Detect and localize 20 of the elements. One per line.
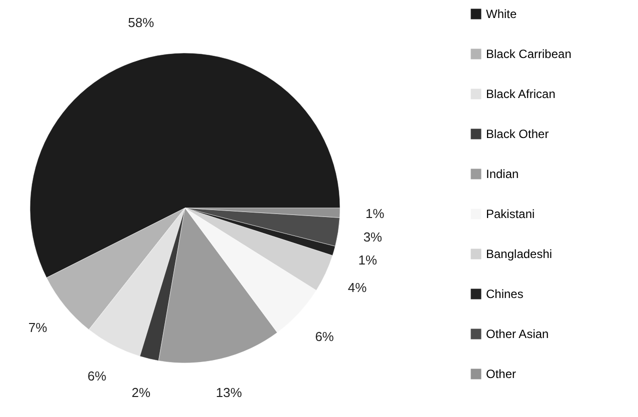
legend-label: Other xyxy=(486,367,516,381)
legend-label: Chines xyxy=(486,287,524,301)
data-label: 4% xyxy=(348,280,368,296)
legend-label: Other Asian xyxy=(486,327,549,341)
data-label: 1% xyxy=(366,206,385,221)
data-label: 6% xyxy=(315,329,334,344)
data-label: 2% xyxy=(132,384,151,400)
legend-label: Black Other xyxy=(486,127,549,141)
data-label: 3% xyxy=(363,229,383,244)
legend-label: Black African xyxy=(486,87,556,101)
data-label: 13% xyxy=(216,384,242,400)
data-label: 7% xyxy=(28,320,48,336)
legend-label: Indian xyxy=(486,167,519,181)
data-label: 6% xyxy=(88,368,107,384)
data-label: 58% xyxy=(128,15,155,30)
legend-label: Bangladeshi xyxy=(486,247,552,261)
legend-label: White xyxy=(486,7,517,21)
data-label: 1% xyxy=(358,252,378,268)
legend-label: Black Carribean xyxy=(486,47,572,61)
legend-label: Pakistani xyxy=(486,207,535,221)
